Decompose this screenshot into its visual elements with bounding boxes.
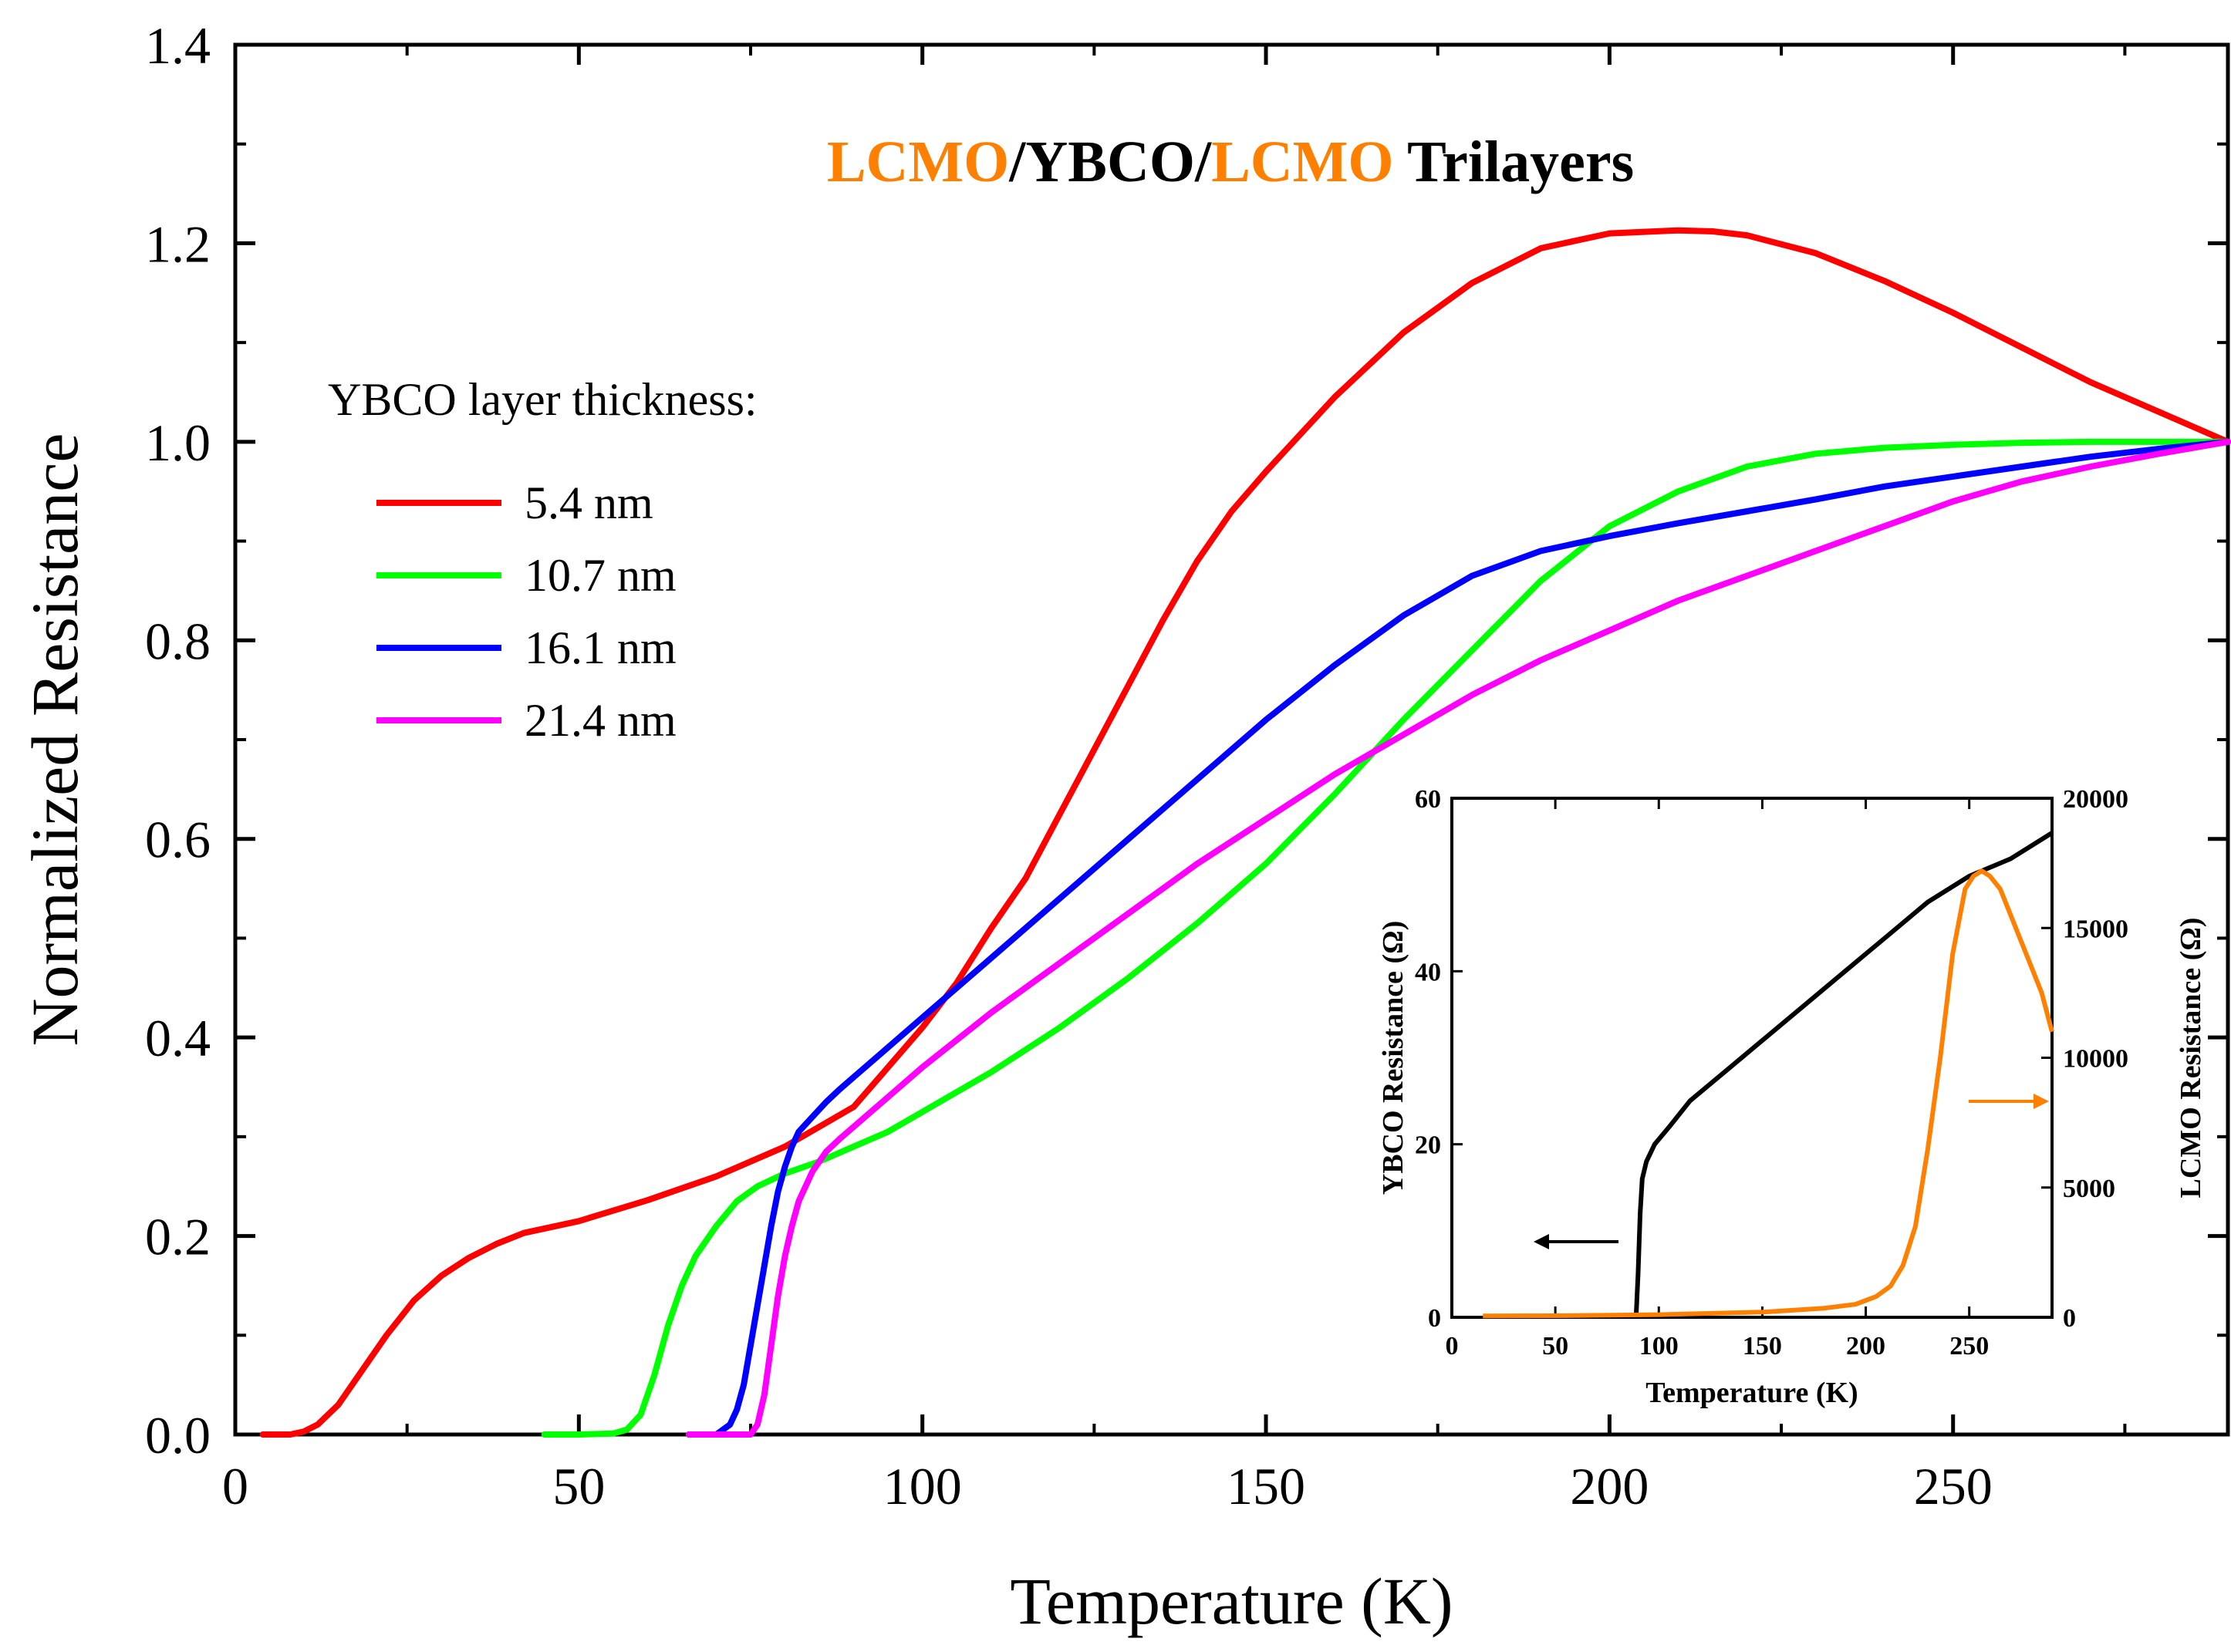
chart-title-part: /YBCO/	[1008, 130, 1212, 194]
inset-y-right-axis-label: LCMO Resistance (Ω)	[2175, 918, 2207, 1199]
inset-chart: 0 50 100 150 200 250 0 20 40 60 0 5000 10000 15000 200…	[1377, 785, 2207, 1409]
legend: YBCO layer thickness: 5.4 nm 10.7 nm 16.1 …	[328, 374, 758, 746]
series-line-10.7-nm	[541, 438, 2231, 1438]
chart-title-part: LCMO	[1211, 130, 1393, 194]
y-tick-label: 0.2	[145, 1208, 211, 1266]
y-tick-label: 1.4	[145, 16, 211, 75]
y-tick-label: 0.0	[145, 1406, 211, 1465]
inset-x-tick-label: 200	[1846, 1332, 1885, 1360]
series-line-5.4-nm	[259, 227, 2231, 1438]
x-tick-label: 150	[1227, 1457, 1305, 1515]
inset-y-left-tick-label: 0	[1428, 1304, 1441, 1333]
inset-y-right-tick-label: 20000	[2063, 785, 2128, 814]
x-tick-label: 50	[552, 1457, 605, 1515]
inset-y-right-tick-label: 0	[2063, 1304, 2076, 1333]
y-tick-label: 1.2	[145, 214, 211, 273]
x-tick-label: 0	[222, 1457, 248, 1515]
inset-series	[1483, 831, 2054, 1319]
inset-arrows	[1534, 1094, 2049, 1249]
inset-x-tick-label: 0	[1446, 1332, 1459, 1360]
legend-label: 10.7 nm	[525, 550, 677, 601]
x-tick-label: 250	[1914, 1457, 1993, 1515]
x-tick-label: 200	[1570, 1457, 1649, 1515]
inset-y-right-tick-label: 15000	[2063, 915, 2128, 943]
y-tick-label: 0.6	[145, 811, 211, 869]
inset-y-right-tick-label: 10000	[2063, 1045, 2128, 1074]
legend-label: 5.4 nm	[525, 477, 653, 528]
inset-x-axis-label: Temperature (K)	[1645, 1377, 1858, 1409]
legend-title: YBCO layer thickness:	[328, 374, 758, 425]
main-chart: 0 50 100 150 200 2500.00.20.40.60.81.01.21.4 …	[18, 16, 2231, 1638]
inset-y-left-tick-label: 60	[1415, 785, 1441, 814]
legend-label: 21.4 nm	[525, 695, 677, 746]
x-axis-label: Temperature (K)	[1010, 1564, 1453, 1638]
inset-x-tick-label: 150	[1743, 1332, 1782, 1360]
inset-series-line-LCMO	[1483, 868, 2054, 1319]
series-line-21.4-nm	[685, 438, 2231, 1438]
y-tick-label: 1.0	[145, 413, 211, 472]
y-axis-label: Normalized Resistance	[18, 433, 92, 1046]
inset-y-left-tick-label: 40	[1415, 958, 1441, 986]
main-series	[259, 227, 2231, 1438]
arrow-left-head	[1534, 1234, 1549, 1249]
inset-x-tick-label: 250	[1949, 1332, 1989, 1360]
inset-series-line-YBCO	[1633, 831, 2054, 1318]
arrow-right-head	[2034, 1094, 2049, 1109]
x-tick-label: 100	[883, 1457, 962, 1515]
chart-title: LCMO/YBCO/LCMO Trilayers	[827, 130, 1634, 194]
chart-title-part: Trilayers	[1394, 130, 1635, 194]
chart-title-part: LCMO	[827, 130, 1009, 194]
inset-y-left-tick-label: 20	[1415, 1131, 1441, 1160]
inset-y-left-axis-label: YBCO Resistance (Ω)	[1377, 921, 1409, 1195]
inset-ticks: 0 50 100 150 200 250 0 20 40 60 0 5000 10000 15000 200…	[1415, 785, 2128, 1360]
series-line-16.1-nm	[685, 438, 2231, 1438]
inset-x-tick-label: 50	[1542, 1332, 1568, 1360]
y-tick-label: 0.8	[145, 612, 211, 670]
inset-x-tick-label: 100	[1639, 1332, 1679, 1360]
inset-y-right-tick-label: 5000	[2063, 1175, 2115, 1203]
legend-label: 16.1 nm	[525, 622, 677, 673]
y-tick-label: 0.4	[145, 1009, 211, 1067]
